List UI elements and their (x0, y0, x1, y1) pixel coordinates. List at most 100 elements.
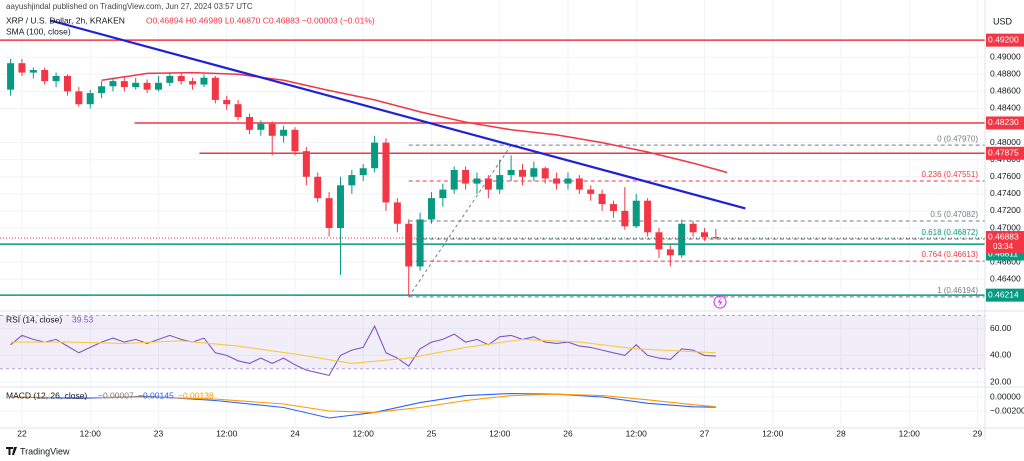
candle-body (575, 178, 583, 190)
fib-label: 0 (0.47970) (937, 134, 978, 143)
y-tick-label: 0.48600 (990, 86, 1021, 96)
price-badge (986, 288, 1024, 302)
candle-body (689, 223, 697, 233)
countdown: 03:34 (993, 242, 1014, 251)
x-tick-label: 29 (973, 428, 983, 438)
candle-body (678, 223, 686, 256)
candle-body (63, 76, 71, 92)
candle-body (518, 169, 526, 177)
price-badge-label: 0.47875 (988, 148, 1019, 158)
candle-body (223, 99, 231, 105)
candle-body (473, 178, 481, 184)
fib-diagonal (408, 144, 512, 298)
price-badge-label: 0.46214 (988, 289, 1019, 299)
candle-body (75, 91, 83, 105)
x-tick-label: 27 (700, 428, 710, 438)
x-tick-label: 25 (427, 428, 437, 438)
x-tick-label: 23 (154, 428, 164, 438)
fib-label: 1 (0.46194) (937, 286, 978, 295)
y-tick-label: 60.00 (990, 323, 1012, 333)
candle-body (439, 189, 447, 199)
candle-body (393, 202, 401, 224)
y-tick-label: 20.00 (990, 376, 1012, 386)
x-tick-label: 12:00 (489, 428, 511, 438)
macd-histogram-value: −0.00007 (98, 390, 134, 400)
y-tick-label: 0.48000 (990, 137, 1021, 147)
candle-body (598, 193, 606, 205)
symbol: XRP / U.S. Dollar, 2h, KRAKEN (6, 15, 125, 25)
price-axis (985, 0, 1024, 440)
x-tick-label: 26 (563, 428, 573, 438)
candle-body (336, 185, 344, 229)
candle-body (189, 81, 197, 85)
candle-body (371, 142, 379, 169)
y-tick-label: 0.48800 (990, 69, 1021, 79)
trend-line (50, 19, 746, 210)
ohlc: O0.46894 H0.46989 L0.46870 C0.46883 −0.0… (146, 15, 375, 25)
price-badge-label: 0.49200 (988, 34, 1019, 44)
candle-body (257, 123, 265, 130)
candle-body (666, 249, 674, 256)
candle-body (484, 178, 492, 190)
y-tick-label: 0.46600 (990, 256, 1021, 266)
x-tick-label: 12:00 (762, 428, 784, 438)
candle-body (41, 70, 49, 82)
candle-body (245, 116, 253, 130)
y-tick-label: −0.00200 (990, 405, 1024, 415)
y-tick-label: 0.47600 (990, 171, 1021, 181)
candle-body (314, 176, 322, 199)
candle-body (359, 168, 367, 176)
candle-body (416, 219, 424, 267)
price-badge-label: 0.46811 (988, 248, 1018, 258)
x-tick-label: 12:00 (80, 428, 102, 438)
price-badge (986, 146, 1024, 160)
x-tick-label: 22 (17, 428, 27, 438)
brand: TradingView (20, 446, 70, 456)
candle-body (587, 189, 595, 194)
rsi-title: RSI (14, close) (6, 314, 62, 324)
fib-label: 0.236 (0.47551) (922, 170, 979, 179)
candle-body (348, 175, 356, 186)
candle-body (621, 210, 629, 227)
candle-body (234, 104, 242, 117)
candle-body (382, 142, 390, 203)
candle-body (268, 123, 276, 136)
x-tick-label: 12:00 (216, 428, 238, 438)
candle-body (564, 178, 572, 184)
axis-labels: 22 12:00 23 12:00 24 12:00 25 12:00 26 12:00 27 12:… (17, 33, 1024, 438)
price-badge (986, 116, 1024, 130)
signal-value: −0.00138 (178, 390, 214, 400)
candle-body (462, 169, 470, 184)
candle-body (507, 169, 515, 176)
candle-body (712, 237, 720, 239)
candle-body (530, 168, 538, 177)
candle-body (177, 76, 185, 82)
candle-body (120, 81, 128, 88)
candle-body (655, 232, 663, 250)
candle-body (325, 198, 333, 229)
candle-body (553, 178, 561, 184)
last-price-badge (986, 231, 1024, 254)
price-badge (986, 33, 1024, 47)
y-tick-label: 0.47200 (990, 205, 1021, 215)
macd-title: MACD (12, 26, close) (6, 390, 87, 400)
fib-label: 0.764 (0.46613) (922, 250, 979, 259)
plot-area: 0 (0.47970) 0.236 (0.47551) 0.5 (0.47082) 0… (0, 0, 985, 428)
candle-body (450, 169, 458, 190)
candle-body (644, 200, 652, 233)
alert-icon (713, 295, 727, 309)
candle-body (154, 82, 162, 90)
y-tick-label: 0.47400 (990, 188, 1021, 198)
macd-value: −0.00145 (138, 390, 174, 400)
candle-body (541, 168, 549, 179)
x-tick-label: 12:00 (626, 428, 648, 438)
brand-logo: TradingView (6, 446, 70, 456)
rsi-value: 39.53 (72, 314, 94, 324)
candle-body (109, 81, 117, 87)
candle-body (211, 77, 219, 100)
currency: USD (993, 16, 1013, 26)
x-tick-label: 12:00 (353, 428, 375, 438)
candle-body (166, 76, 174, 83)
published-note: aayushjindal published on TradingView.co… (6, 2, 253, 11)
